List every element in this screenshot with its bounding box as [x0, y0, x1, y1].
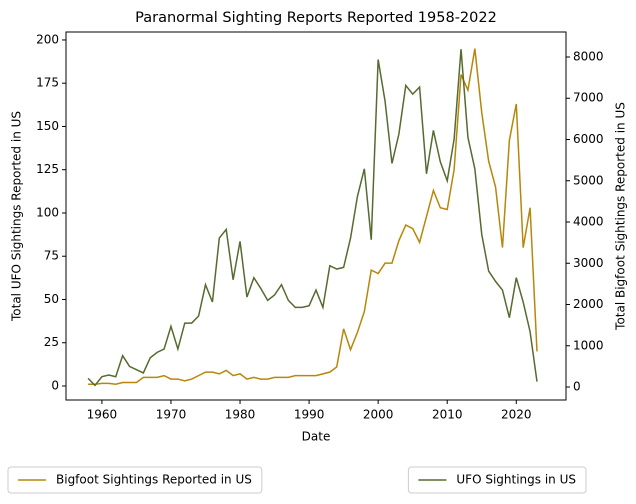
y2-tick-label: 7000 — [573, 91, 604, 105]
plot-frame — [65, 31, 567, 401]
y-tick-label: 50 — [44, 292, 59, 306]
y2-tick-label: 6000 — [573, 132, 604, 146]
y-tick-label: 0 — [51, 378, 59, 392]
legend-label: Bigfoot Sightings Reported in US — [56, 473, 252, 487]
y2-tick-label: 0 — [573, 380, 581, 394]
y2-tick-label: 4000 — [573, 215, 604, 229]
y2-tick-label: 8000 — [573, 49, 604, 63]
x-tick-label: 1970 — [156, 408, 187, 422]
x-tick-label: 1990 — [294, 408, 325, 422]
x-tick-label: 1980 — [225, 408, 256, 422]
y-tick-label: 75 — [44, 249, 59, 263]
y-tick-label: 100 — [36, 205, 59, 219]
x-tick-label: 1960 — [87, 408, 118, 422]
y2-tick-label: 1000 — [573, 338, 604, 352]
series-line — [87, 49, 538, 387]
y-tick-label: 125 — [36, 162, 59, 176]
y-tick-label: 175 — [36, 76, 59, 90]
x-axis-label: Date — [302, 430, 331, 444]
y-tick-label: 150 — [36, 119, 59, 133]
x-tick-label: 2000 — [363, 408, 394, 422]
y-tick-label: 25 — [44, 335, 59, 349]
y2-tick-label: 3000 — [573, 256, 604, 270]
legend-box — [7, 466, 263, 494]
x-tick-label: 2010 — [432, 408, 463, 422]
chart-title: Paranormal Sighting Reports Reported 195… — [135, 10, 497, 26]
x-tick-label: 2020 — [501, 408, 532, 422]
y2-tick-label: 2000 — [573, 297, 604, 311]
legend-label: UFO Sightings in US — [456, 473, 576, 487]
y2-tick-label: 5000 — [573, 173, 604, 187]
y-axis-label: Total UFO Sightings Reported in US — [10, 111, 24, 322]
series-line — [88, 48, 538, 386]
y2-axis-label: Total Bigfoot Sightings Reported in US — [614, 102, 628, 331]
y-tick-label: 200 — [36, 32, 59, 46]
legend-box — [407, 466, 587, 494]
